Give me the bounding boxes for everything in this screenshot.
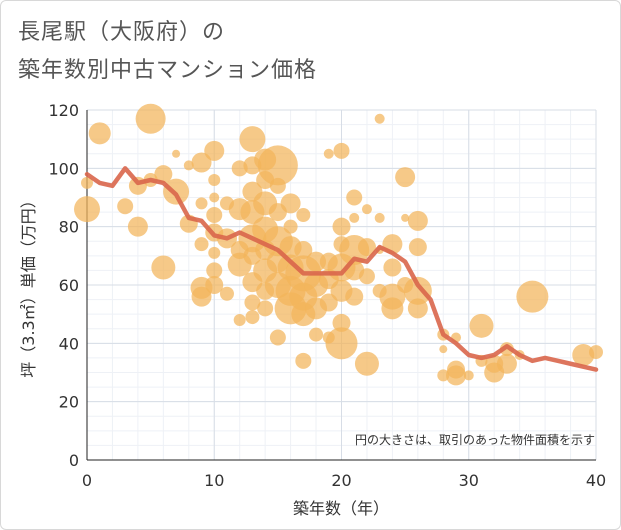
bubble-point <box>332 217 351 236</box>
bubble-point <box>204 140 225 161</box>
bubble-point <box>407 298 428 319</box>
bubble-point <box>135 103 166 134</box>
y-tick-label: 40 <box>59 334 79 353</box>
bubble-point <box>333 142 350 159</box>
bubble-point <box>117 198 134 215</box>
y-tick-label: 100 <box>48 159 79 178</box>
bubble-point <box>208 174 221 186</box>
bubble-point <box>233 314 246 326</box>
bubble-point <box>206 262 223 279</box>
bubble-point <box>332 313 351 332</box>
bubble-point <box>239 126 266 153</box>
bubble-point <box>257 300 274 317</box>
bubble-point <box>172 149 181 158</box>
x-tick-label: 30 <box>459 471 479 490</box>
bubble-point <box>407 210 428 231</box>
x-tick-label: 40 <box>586 471 606 490</box>
bubble-point <box>206 207 223 223</box>
bubble-point <box>81 176 93 189</box>
bubble-point <box>354 351 379 376</box>
bubble-point <box>283 219 298 234</box>
bubble-point <box>74 196 100 223</box>
bubble-point <box>219 286 234 301</box>
bubble-point <box>88 122 111 145</box>
bubble-point <box>358 268 375 285</box>
bubble-point <box>374 113 385 124</box>
bubble-point <box>345 287 364 306</box>
chart-title-line1: 長尾駅（大阪府）の <box>18 20 226 45</box>
bubble-point <box>403 276 432 305</box>
bubble-point <box>469 313 494 338</box>
bubble-point <box>381 297 404 320</box>
bubble-point <box>208 246 221 259</box>
y-tick-label: 120 <box>48 101 79 120</box>
bubble-point <box>437 369 450 382</box>
bubble-point <box>296 208 311 222</box>
bubble-point <box>374 212 385 223</box>
line-layer <box>84 166 599 372</box>
bubble-point <box>257 145 298 186</box>
bubble-point <box>325 327 358 360</box>
bubble-point <box>589 345 603 360</box>
bubble-point <box>294 241 313 259</box>
y-tick-label: 80 <box>59 218 79 237</box>
bubble-point <box>205 276 224 294</box>
x-axis-label: 築年数（年） <box>293 499 389 518</box>
bubble-point <box>194 237 209 252</box>
bubble-point <box>516 280 549 313</box>
bubble-point <box>306 251 327 272</box>
y-axis-label: 坪（3.3㎡）単価（万円） <box>19 192 38 377</box>
bubble-point <box>572 344 595 366</box>
bubble-point <box>439 345 448 354</box>
bubble-point <box>323 148 334 159</box>
bubble-point <box>269 177 286 194</box>
bubble-point <box>191 286 212 307</box>
bubble-point <box>463 370 474 381</box>
bubble-point <box>309 327 324 342</box>
bubble-point <box>383 258 402 277</box>
bubble-point <box>183 160 194 171</box>
bubble-layer <box>74 103 603 386</box>
bubble-point <box>357 238 376 257</box>
bubble-point <box>244 294 261 311</box>
bubble-point <box>446 365 467 386</box>
bubble-point <box>280 193 301 214</box>
bubble-point <box>295 352 312 369</box>
x-tick-label: 10 <box>204 471 224 490</box>
bubble-point <box>195 197 208 210</box>
bubble-point <box>401 213 410 222</box>
bubble-point <box>346 189 363 206</box>
x-tick-label: 20 <box>331 471 351 490</box>
bubble-point <box>349 212 360 223</box>
bubble-point <box>154 165 173 184</box>
bubble-point <box>209 192 220 203</box>
chart-title-line2: 築年数別中古マンション価格 <box>18 58 318 83</box>
bubble-point <box>496 353 517 374</box>
bubble-point <box>151 255 176 280</box>
tick-labels: 0 10 20 30 40 0 20 40 60 80 100 120 <box>48 101 606 490</box>
bubble-point <box>361 204 372 215</box>
size-annotation: 円の大きさは、取引のあった物件面積を示す <box>355 432 595 447</box>
trend-line <box>84 166 599 372</box>
y-tick-label: 0 <box>69 451 79 470</box>
bubble-point <box>395 167 416 188</box>
bubble-point <box>269 329 286 346</box>
y-tick-label: 20 <box>59 393 79 412</box>
bubble-point <box>127 216 148 237</box>
bubble-point <box>499 342 514 357</box>
y-tick-label: 60 <box>59 276 79 295</box>
bubble-point <box>191 152 212 173</box>
x-tick-label: 0 <box>82 471 92 490</box>
bubble-point <box>245 310 260 325</box>
bubble-point <box>408 238 427 257</box>
